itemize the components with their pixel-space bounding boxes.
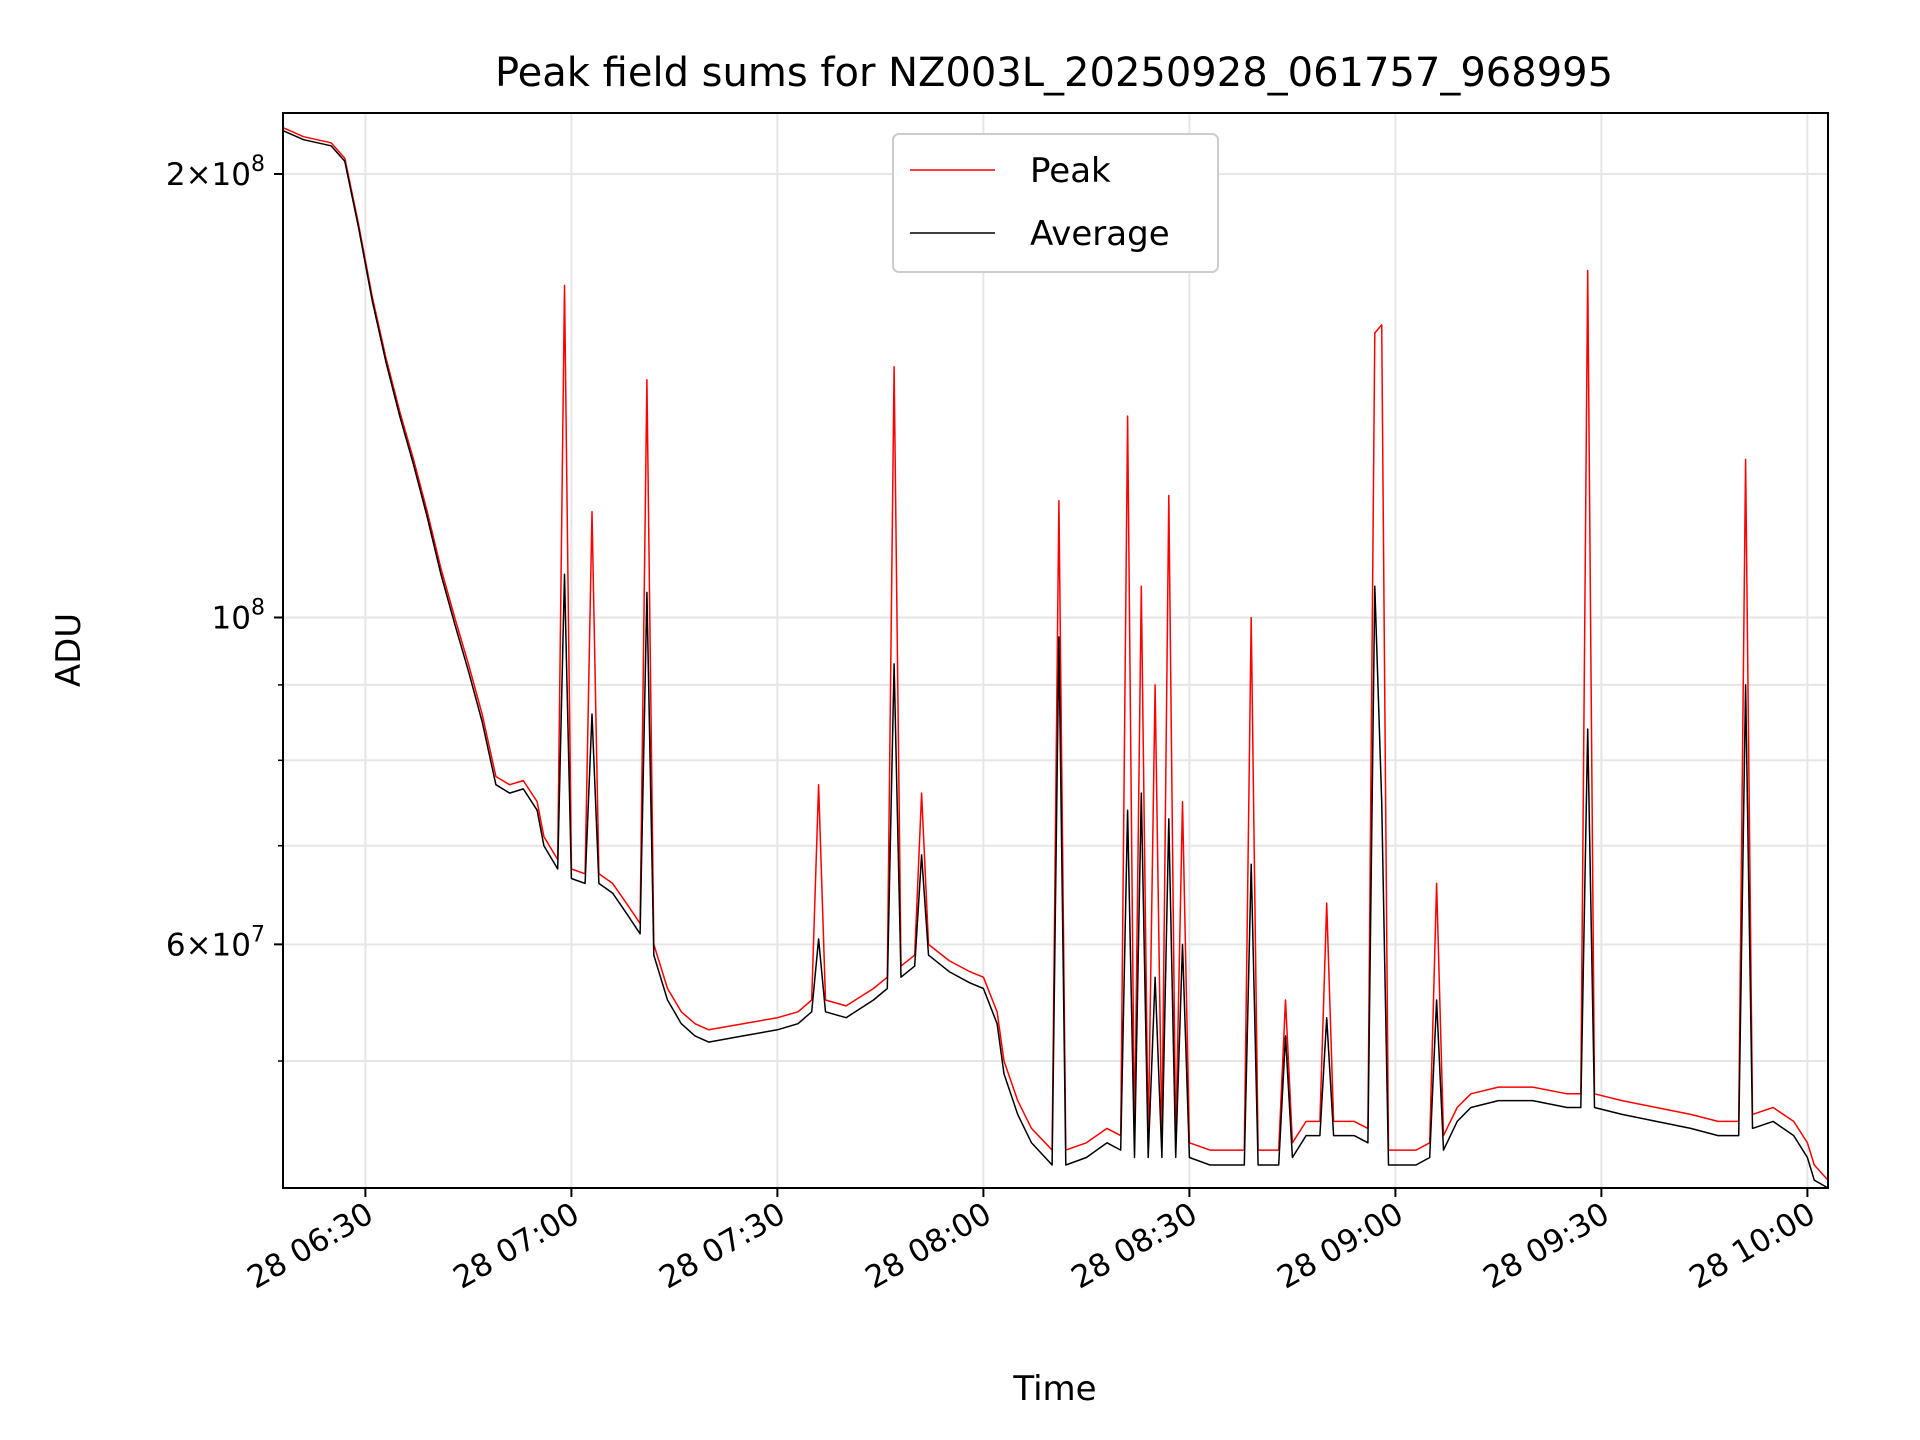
y-tick-label: 6×107 (166, 922, 265, 963)
plot-frame (282, 112, 1829, 1189)
y-tick-base: 10 (212, 601, 251, 637)
y-tick-base: 6×10 (166, 927, 251, 963)
y-tick-exponent: 7 (251, 922, 265, 947)
legend-label-peak: Peak (1030, 151, 1111, 191)
y-tick-exponent: 8 (251, 596, 265, 621)
y-tick-exponent: 8 (251, 152, 265, 177)
chart-title: Peak field sums for NZ003L_20250928_0617… (495, 50, 1613, 96)
legend-label-average: Average (1030, 214, 1170, 254)
legend-box (892, 133, 1219, 273)
legend: Peak Average (892, 133, 1219, 273)
series-layer (282, 127, 1829, 1189)
y-tick-label: 108 (212, 596, 265, 637)
y-tick-label: 2×108 (166, 152, 265, 193)
series-line-average (282, 130, 1829, 1189)
y-axis-title: ADU (49, 613, 89, 687)
x-axis-title: Time (1012, 1369, 1096, 1409)
y-tick-base: 2×10 (166, 157, 251, 193)
